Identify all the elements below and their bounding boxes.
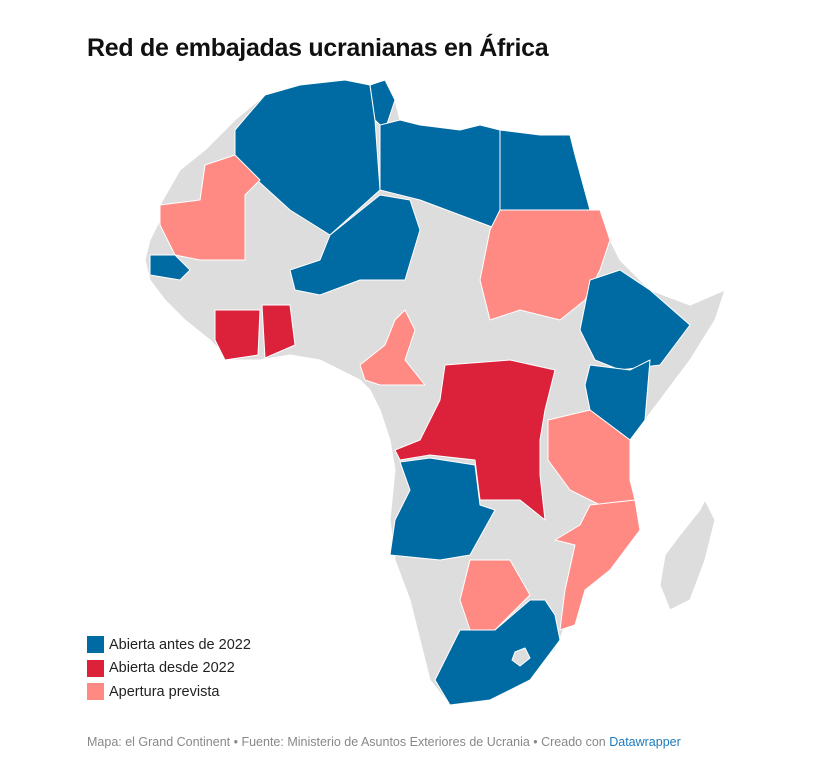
legend-item-since-2022: Abierta desde 2022	[87, 657, 251, 681]
country-kenya[interactable]	[584, 359, 651, 441]
country-tunisia[interactable]	[369, 79, 396, 131]
madagascar	[659, 499, 716, 611]
legend-label: Apertura prevista	[109, 683, 220, 700]
country-ghana[interactable]	[261, 304, 296, 359]
legend-item-planned: Apertura prevista	[87, 680, 251, 704]
country-mozambique[interactable]	[554, 499, 641, 631]
country-angola[interactable]	[389, 457, 496, 561]
country-mauritania[interactable]	[159, 154, 261, 261]
country-ethiopia[interactable]	[579, 269, 691, 371]
map-title: Red de embajadas ucranianas en África	[87, 34, 549, 62]
legend-label: Abierta desde 2022	[109, 660, 235, 677]
footer-credits: Mapa: el Grand Continent • Fuente: Minis…	[87, 735, 681, 749]
country-senegal[interactable]	[149, 254, 191, 281]
legend: Abierta antes de 2022 Abierta desde 2022…	[87, 633, 251, 704]
country-egypt[interactable]	[499, 129, 591, 211]
country-lesotho	[511, 647, 531, 667]
legend-item-before-2022: Abierta antes de 2022	[87, 633, 251, 657]
country-dr-congo[interactable]	[394, 359, 556, 521]
country-sudan[interactable]	[479, 209, 611, 321]
legend-swatch	[87, 659, 104, 677]
country-cameroon[interactable]	[359, 309, 426, 386]
datawrapper-link[interactable]: Datawrapper	[609, 735, 681, 749]
footer-text: Mapa: el Grand Continent • Fuente: Minis…	[87, 735, 610, 749]
country-south-africa[interactable]	[434, 599, 561, 706]
country-cote-divoire[interactable]	[214, 309, 261, 361]
country-niger[interactable]	[289, 194, 421, 296]
legend-swatch	[87, 683, 104, 701]
legend-swatch	[87, 636, 104, 654]
country-libya[interactable]	[379, 119, 501, 231]
legend-label: Abierta antes de 2022	[109, 636, 251, 653]
